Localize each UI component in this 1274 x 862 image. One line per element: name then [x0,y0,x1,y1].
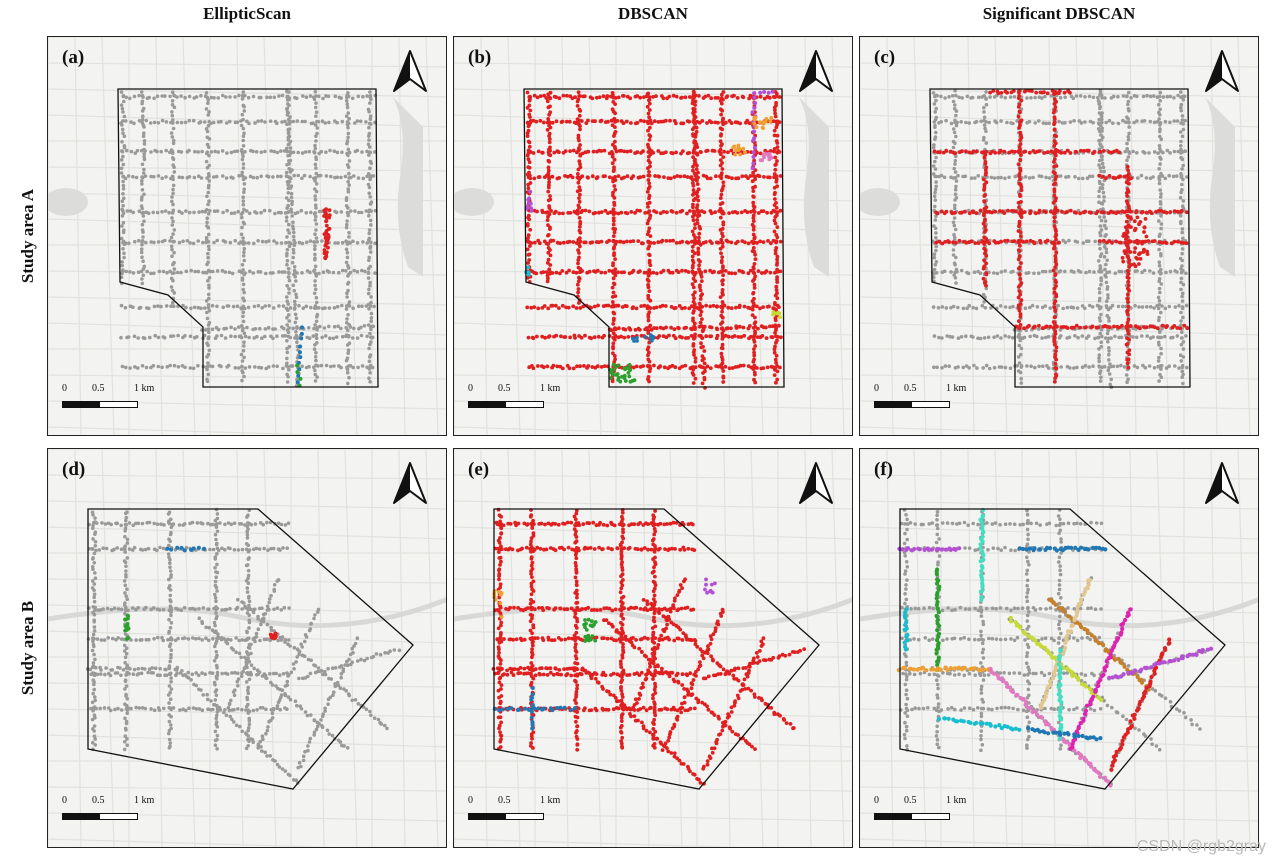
map-canvas [860,449,1258,847]
scale-bar: 0 0.5 1 km [468,383,598,417]
scale-tick-half: 0.5 [498,383,511,394]
scale-tick-half: 0.5 [904,795,917,806]
column-title-ellipticscan: EllipticScan [203,4,291,23]
panel-label: (c) [874,47,896,68]
panel-label: (b) [468,47,492,68]
panel-label: (f) [874,459,893,480]
scale-tick-half: 0.5 [92,383,105,394]
north-arrow-icon [1205,50,1239,92]
row-title-study-area-b: Study area B [18,600,37,696]
map-panel-d: (d) 0 0.5 1 km [47,448,447,848]
north-arrow-icon [393,462,427,504]
map-panel-a: (a) 0 0.5 1 km [47,36,447,436]
row-title-study-area-a: Study area A [18,188,37,284]
scale-tick-1km: 1 km [540,383,561,394]
scale-tick-1km: 1 km [946,383,967,394]
column-title-dbscan: DBSCAN [618,4,688,23]
column-title-significant-dbscan: Significant DBSCAN [982,4,1136,23]
scale-bar: 0 0.5 1 km [468,795,598,829]
scale-tick-half: 0.5 [904,383,917,394]
scale-tick-0: 0 [874,383,879,394]
scale-bar: 0 0.5 1 km [874,383,1004,417]
map-panel-c: (c) 0 0.5 1 km [859,36,1259,436]
scale-tick-half: 0.5 [498,795,511,806]
map-canvas [454,37,852,435]
map-canvas [48,37,446,435]
map-canvas [454,449,852,847]
panel-label: (a) [62,47,85,68]
scale-tick-1km: 1 km [134,795,155,806]
north-arrow-icon [1205,462,1239,504]
panel-label: (d) [62,459,86,480]
map-panel-b: (b) 0 0.5 1 km [453,36,853,436]
map-panel-e: (e) 0 0.5 1 km [453,448,853,848]
scale-tick-0: 0 [468,383,473,394]
scale-bar: 0 0.5 1 km [874,795,1004,829]
scale-tick-0: 0 [874,795,879,806]
map-panel-f: (f) 0 0.5 1 km [859,448,1259,848]
map-canvas [48,449,446,847]
scale-tick-1km: 1 km [134,383,155,394]
north-arrow-icon [799,462,833,504]
north-arrow-icon [799,50,833,92]
scale-bar: 0 0.5 1 km [62,795,192,829]
scale-tick-0: 0 [62,383,67,394]
scale-tick-0: 0 [468,795,473,806]
panel-label: (e) [468,459,490,480]
scale-tick-1km: 1 km [946,795,967,806]
scale-tick-0: 0 [62,795,67,806]
north-arrow-icon [393,50,427,92]
watermark: CSDN @rgb2gray [1136,838,1266,855]
map-canvas [860,37,1258,435]
scale-tick-half: 0.5 [92,795,105,806]
scale-tick-1km: 1 km [540,795,561,806]
scale-bar: 0 0.5 1 km [62,383,192,417]
